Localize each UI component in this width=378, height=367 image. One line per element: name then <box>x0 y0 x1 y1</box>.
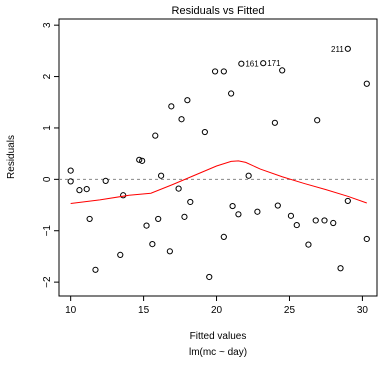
data-point <box>181 213 188 220</box>
data-point <box>120 192 127 199</box>
data-point <box>149 240 156 248</box>
data-points <box>67 45 370 281</box>
data-point <box>83 186 90 193</box>
data-point <box>102 177 109 184</box>
data-point <box>92 266 99 273</box>
data-point <box>228 90 235 97</box>
data-point <box>117 251 124 258</box>
data-point <box>67 178 74 185</box>
data-point <box>158 172 165 179</box>
data-point <box>175 185 182 192</box>
data-point <box>152 132 159 139</box>
data-point <box>155 215 162 223</box>
x-tick-label: 10 <box>65 305 77 316</box>
data-point <box>363 235 370 243</box>
point-label-161: 161 <box>245 60 259 69</box>
point-label-211: 211 <box>331 45 344 54</box>
y-tick-label: −1 <box>42 225 53 237</box>
data-point <box>211 68 219 75</box>
y-axis: −2 −1 0 1 2 3 <box>42 22 59 288</box>
data-point <box>274 202 281 209</box>
data-point <box>187 198 194 206</box>
y-tick-label: 3 <box>42 22 53 28</box>
data-point <box>201 128 208 136</box>
plot-frame <box>58 18 378 297</box>
data-point <box>67 167 74 174</box>
data-point <box>86 215 93 223</box>
data-point <box>279 67 286 74</box>
data-point <box>235 211 242 218</box>
y-tick-label: 0 <box>42 176 53 182</box>
data-point <box>305 241 312 248</box>
data-point <box>287 212 295 219</box>
data-point <box>220 68 227 75</box>
data-point <box>238 60 245 67</box>
data-point <box>245 172 252 179</box>
y-tick-label: −2 <box>42 276 53 288</box>
data-point <box>363 80 370 87</box>
x-axis: 10 15 20 25 30 <box>65 295 369 316</box>
data-point <box>136 156 143 163</box>
data-point <box>271 119 278 126</box>
data-point <box>314 117 321 124</box>
x-tick-label: 20 <box>211 305 223 316</box>
data-point <box>254 208 261 215</box>
data-point <box>220 233 227 240</box>
x-tick-label: 15 <box>138 305 150 316</box>
data-point <box>166 248 173 255</box>
data-point <box>139 157 146 164</box>
data-point <box>168 103 175 110</box>
data-point <box>293 221 300 229</box>
y-tick-label: 2 <box>42 73 53 79</box>
data-point <box>206 273 213 281</box>
data-point <box>312 217 319 224</box>
data-point <box>143 222 150 229</box>
data-point <box>344 45 351 52</box>
data-point <box>178 116 185 123</box>
chart-title: Residuals vs Fitted <box>172 5 265 17</box>
y-axis-label: Residuals <box>6 135 17 179</box>
x-axis-label: Fitted values <box>190 331 247 342</box>
data-point <box>76 187 83 194</box>
data-point <box>337 265 344 272</box>
chart-subtitle: lm(mc ~ day) <box>189 347 247 358</box>
smoother-line <box>70 160 367 204</box>
point-label-171: 171 <box>267 59 281 68</box>
data-point <box>184 97 191 104</box>
outlier-labels: 161 171 211 <box>245 45 344 69</box>
data-point <box>229 202 236 210</box>
x-tick-label: 25 <box>284 305 296 316</box>
data-point <box>330 219 337 227</box>
data-point <box>344 197 351 205</box>
data-point <box>321 217 328 224</box>
data-point <box>260 60 267 67</box>
y-tick-label: 1 <box>42 125 53 131</box>
x-tick-label: 30 <box>357 305 369 316</box>
